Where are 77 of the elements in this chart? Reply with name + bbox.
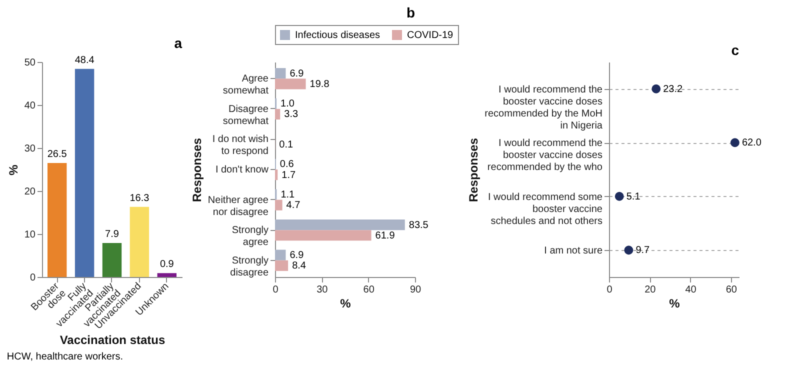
point	[614, 192, 624, 201]
data-label: 6.9	[290, 68, 304, 80]
data-label: 8.4	[292, 260, 306, 272]
y-tick-label: I would recommend some booster vaccine schedules and not others	[488, 192, 603, 227]
y-axis-title: %	[6, 164, 20, 176]
y-axis-title: Responses	[190, 138, 204, 202]
bar	[275, 68, 286, 79]
data-label: 48.4	[74, 54, 95, 66]
y-tick-label: I don't know	[215, 164, 270, 176]
x-axis-title: %	[669, 296, 680, 310]
data-label: 1.0	[280, 98, 295, 110]
x-tick-label: 20	[644, 284, 656, 296]
legend-label: Infectious diseases	[295, 30, 380, 41]
y-tick-label: 40	[24, 100, 36, 112]
y-tick-label: 10	[24, 230, 36, 240]
data-label: 0.6	[280, 159, 294, 170]
data-label: 4.7	[286, 200, 301, 212]
y-tick-label: I am not sure	[544, 246, 603, 257]
y-tick-label: 30	[24, 144, 36, 154]
x-axis-title: Vaccination status	[60, 332, 166, 347]
data-label: 0.9	[160, 259, 174, 270]
y-tick-label: I do not wish to respond	[212, 134, 268, 158]
data-label: 83.5	[408, 220, 429, 231]
data-label: 5.1	[626, 191, 641, 202]
bar	[275, 260, 288, 271]
point	[652, 84, 661, 94]
chart-title: c	[731, 42, 740, 58]
bar	[275, 219, 405, 230]
y-tick-label: 0	[30, 272, 36, 284]
data-label: 1.1	[280, 189, 296, 200]
x-tick-label: 0	[272, 284, 279, 296]
y-tick-label: Strongly agree	[232, 225, 269, 248]
data-label: 1.7	[282, 170, 296, 181]
bar	[275, 200, 282, 210]
bar	[47, 163, 67, 277]
bar	[275, 170, 278, 180]
y-tick-label: Disagree somewhat	[222, 104, 269, 127]
data-label: 9.7	[636, 245, 650, 256]
data-label: 0.1	[279, 140, 294, 151]
y-tick-label: I would recommend the booster vaccine doses recommended by the who	[487, 138, 603, 174]
text: HCW, healthcare workers.	[6, 351, 124, 362]
bar	[275, 230, 372, 241]
data-label: 16.3	[130, 192, 150, 204]
x-tick-label: 60	[726, 284, 738, 296]
chart-title: b	[406, 4, 415, 20]
y-tick-label: Agree somewhat	[222, 74, 269, 97]
chart-title: a	[174, 34, 182, 51]
x-tick-label: 30	[316, 284, 328, 296]
x-tick-label: 60	[363, 284, 375, 296]
data-label: 26.5	[47, 149, 68, 160]
x-tick-label: 90	[410, 284, 422, 296]
bar	[275, 78, 306, 90]
y-axis-title: Responses	[466, 138, 481, 202]
x-tick-label: 40	[685, 284, 697, 296]
data-label: 6.9	[290, 250, 304, 262]
point	[730, 138, 740, 148]
point	[624, 246, 634, 255]
bar	[157, 273, 177, 277]
y-tick-label: Strongly disagree	[230, 255, 269, 278]
x-tick-label: 0	[606, 284, 613, 296]
data-label: 3.3	[284, 109, 298, 120]
legend-label: COVID-19	[407, 30, 454, 41]
data-label: 23.2	[663, 84, 684, 95]
bar	[102, 243, 122, 277]
bar	[275, 250, 286, 260]
data-label: 19.8	[310, 78, 330, 90]
data-label: 62.0	[742, 138, 762, 149]
y-tick-label: I would recommend the booster vaccine doses recommended by the MoH in Nigeria	[484, 84, 603, 132]
data-label: 7.9	[105, 229, 120, 240]
bar	[74, 68, 94, 277]
bar	[275, 108, 280, 120]
x-axis-title: %	[340, 296, 352, 310]
y-tick-label: Neither agree nor disagree	[208, 194, 269, 218]
bar	[130, 206, 150, 277]
y-tick-label: 20	[24, 186, 36, 198]
data-label: 61.9	[375, 230, 396, 242]
y-tick-label: 50	[24, 58, 36, 68]
